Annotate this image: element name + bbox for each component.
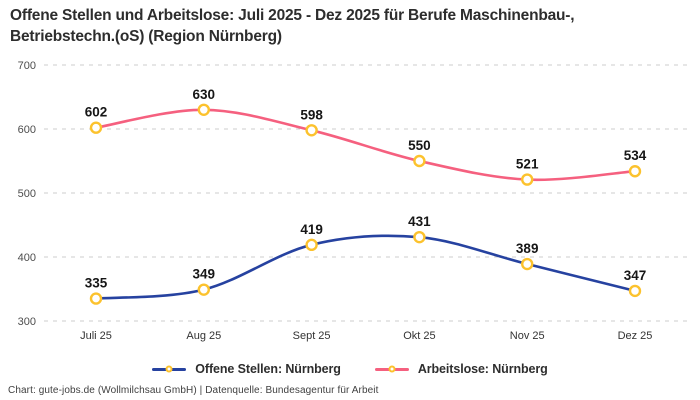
chart-title: Offene Stellen und Arbeitslose: Juli 202… xyxy=(10,5,695,47)
legend-line-marker-icon xyxy=(374,363,409,375)
data-point-label: 347 xyxy=(624,268,647,283)
chart-credit: Chart: gute-jobs.de (Wollmilchsau GmbH) … xyxy=(8,385,379,396)
data-point-marker[interactable] xyxy=(413,154,426,168)
data-point-label: 389 xyxy=(516,241,539,256)
data-point-marker[interactable] xyxy=(197,283,211,296)
data-point-marker[interactable] xyxy=(305,238,318,252)
chart-legend: Offene Stellen: Nürnberg Arbeitslose: Nü… xyxy=(0,359,700,379)
legend-label: Arbeitslose: Nürnberg xyxy=(417,362,548,376)
data-point-marker[interactable] xyxy=(521,173,534,186)
data-point-label: 534 xyxy=(624,148,647,163)
data-point-marker[interactable] xyxy=(89,292,103,305)
x-axis-tick-label: Sept 25 xyxy=(293,330,331,342)
data-point-label: 419 xyxy=(300,222,323,237)
data-point-label: 349 xyxy=(193,267,216,282)
legend-label: Offene Stellen: Nürnberg xyxy=(195,362,341,376)
data-point-label: 550 xyxy=(408,138,431,153)
data-point-marker[interactable] xyxy=(628,165,642,178)
arbeitslose-nürnberg-line xyxy=(94,108,637,182)
x-axis-tick-label: Juli 25 xyxy=(80,330,112,342)
y-axis-tick-label: 300 xyxy=(18,316,36,328)
data-point-label: 602 xyxy=(85,105,108,120)
y-axis-tick-label: 700 xyxy=(18,60,36,72)
data-point-label: 335 xyxy=(85,276,108,291)
x-axis-tick-label: Dez 25 xyxy=(618,330,653,342)
x-axis-tick-label: Nov 25 xyxy=(510,330,545,342)
data-point-marker[interactable] xyxy=(521,257,534,271)
legend-item-arbeitslose[interactable]: Arbeitslose: Nürnberg xyxy=(374,362,548,376)
legend-line-marker-icon xyxy=(152,363,187,375)
x-axis-tick-label: Okt 25 xyxy=(403,330,435,342)
chart-title-line2: Betriebstechn.(oS) (Region Nürnberg) xyxy=(10,28,282,45)
data-point-marker[interactable] xyxy=(197,103,211,117)
legend-item-offene-stellen[interactable]: Offene Stellen: Nürnberg xyxy=(152,362,341,376)
data-point-marker[interactable] xyxy=(628,284,642,298)
chart-title-line1: Offene Stellen und Arbeitslose: Juli 202… xyxy=(10,7,575,24)
offene-stellen-nürnberg-line xyxy=(94,234,637,300)
data-point-marker[interactable] xyxy=(305,124,318,137)
x-axis-tick-label: Aug 25 xyxy=(186,330,221,342)
y-axis-tick-label: 400 xyxy=(18,252,36,264)
data-point-label: 521 xyxy=(516,157,539,172)
data-point-label: 598 xyxy=(300,107,323,122)
data-point-label: 431 xyxy=(408,214,431,229)
data-point-marker[interactable] xyxy=(89,121,103,134)
y-axis-tick-label: 500 xyxy=(18,188,36,200)
data-point-label: 630 xyxy=(193,87,216,102)
data-point-marker[interactable] xyxy=(413,230,426,244)
y-axis-tick-label: 600 xyxy=(18,124,36,136)
